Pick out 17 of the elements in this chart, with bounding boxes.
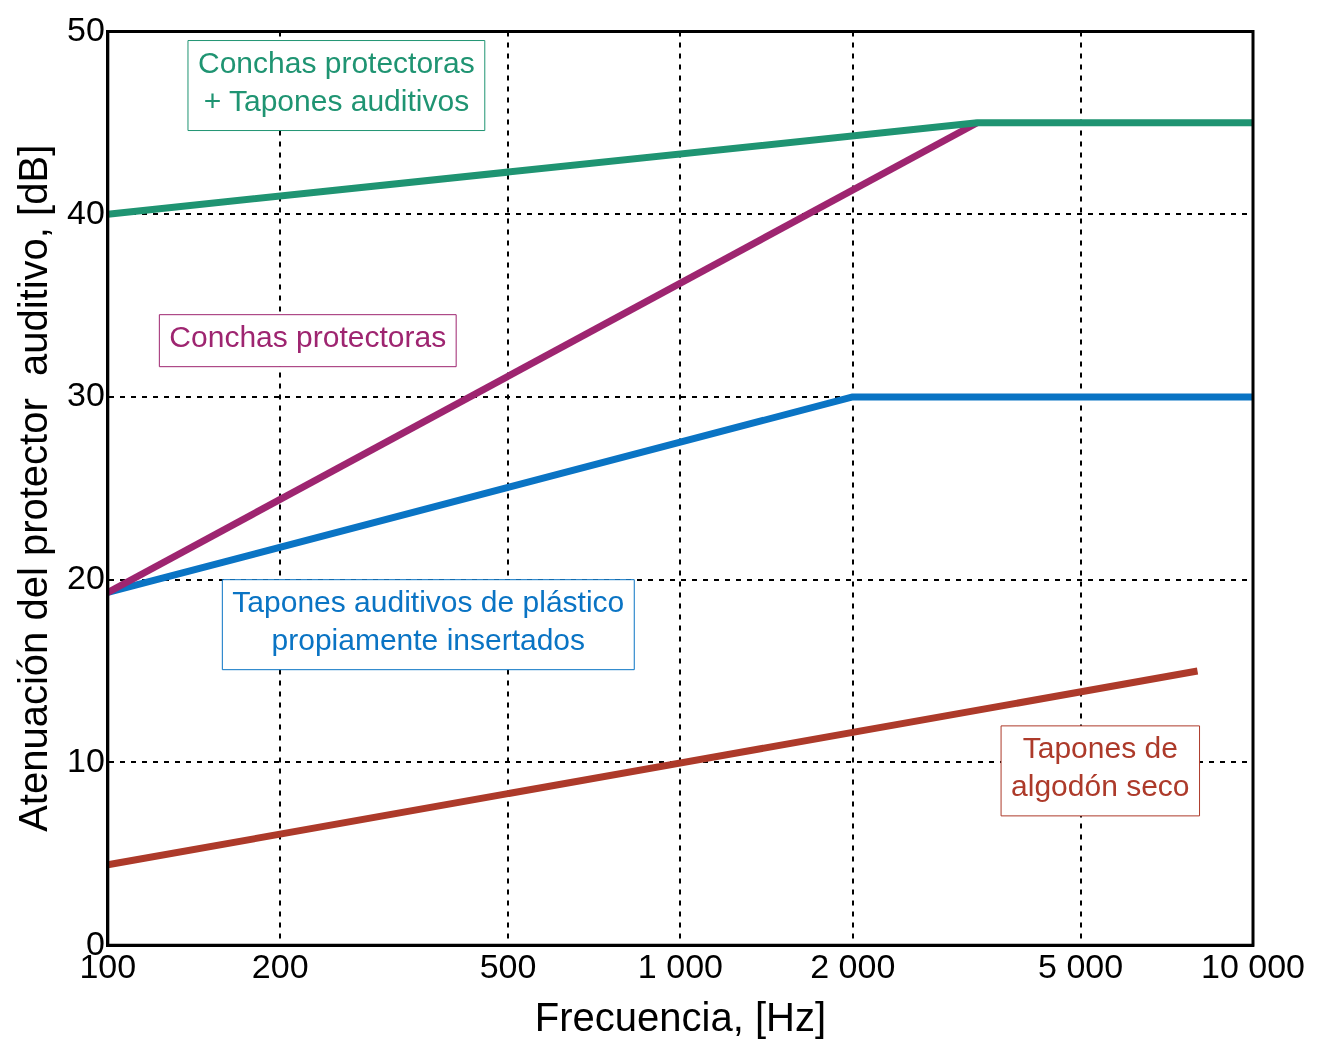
series-label: Tapones de algodón seco [1011, 731, 1190, 803]
series-label: Conchas protectoras + Tapones auditivos [197, 45, 475, 117]
x-tick-label: 1 000 [637, 946, 723, 985]
x-tick-label: 500 [479, 946, 537, 985]
x-tick-label: 2 000 [810, 946, 896, 985]
y-tick-label: 40 [66, 192, 105, 231]
y-tick-label: 30 [66, 375, 105, 414]
series-label: Conchas protectoras [169, 319, 447, 353]
x-tick-label: 200 [251, 946, 309, 985]
y-tick-label: 50 [66, 9, 105, 48]
y-tick-label: 20 [66, 558, 105, 597]
y-tick-label: 10 [66, 740, 105, 779]
x-tick-label: 5 000 [1038, 946, 1124, 985]
y-axis-title: Atenuación del protector auditivo, [dB] [11, 144, 56, 832]
x-tick-label: 10 000 [1201, 946, 1305, 985]
x-axis-title: Frecuencia, [Hz] [534, 995, 827, 1040]
series-label: Tapones auditivos de plástico propiamente insertados [232, 584, 625, 656]
